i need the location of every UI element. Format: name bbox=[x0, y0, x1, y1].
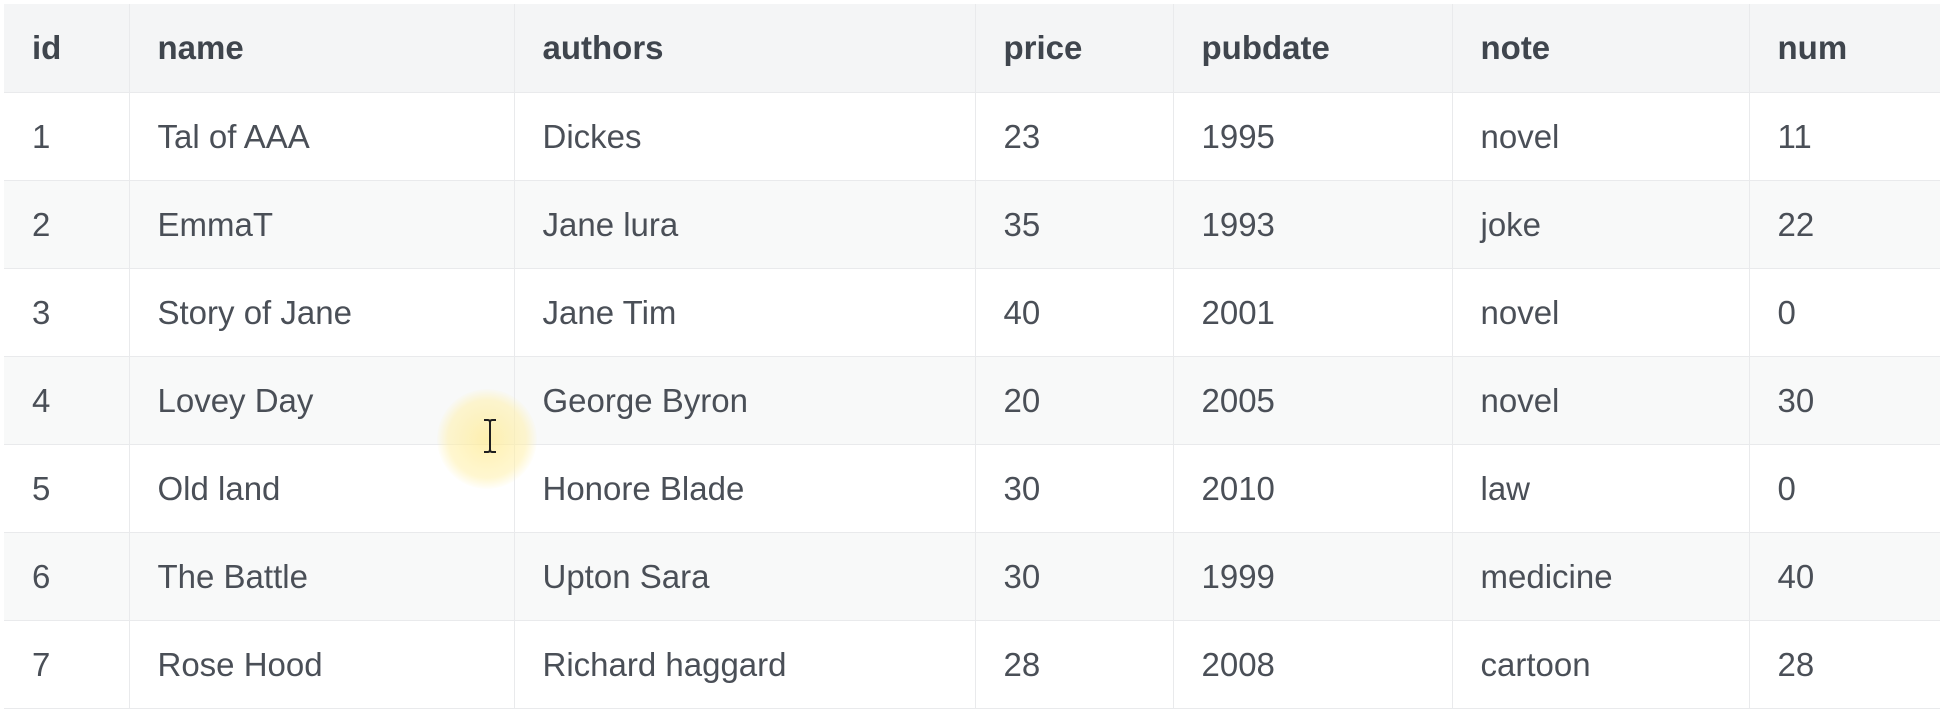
cell-price[interactable]: 30 bbox=[975, 444, 1174, 533]
cell-pubdate[interactable]: 1995 bbox=[1173, 92, 1453, 181]
table-row[interactable]: 3 Story of Jane Jane Tim 40 2001 novel 0 bbox=[4, 268, 1940, 357]
cell-pubdate[interactable]: 1999 bbox=[1173, 532, 1453, 621]
cell-price[interactable]: 30 bbox=[975, 532, 1174, 621]
cell-note[interactable]: novel bbox=[1452, 268, 1750, 357]
cell-price[interactable]: 28 bbox=[975, 620, 1174, 709]
cell-name[interactable]: Lovey Day bbox=[129, 356, 515, 445]
cell-num[interactable]: 30 bbox=[1749, 356, 1940, 445]
cell-note[interactable]: novel bbox=[1452, 92, 1750, 181]
cell-name[interactable]: Rose Hood bbox=[129, 620, 515, 709]
cell-authors[interactable]: Jane lura bbox=[514, 180, 976, 269]
table-row[interactable]: 2 EmmaT Jane lura 35 1993 joke 22 bbox=[4, 180, 1940, 269]
cell-authors[interactable]: George Byron bbox=[514, 356, 976, 445]
cell-name[interactable]: Story of Jane bbox=[129, 268, 515, 357]
table-row[interactable]: 7 Rose Hood Richard haggard 28 2008 cart… bbox=[4, 620, 1940, 709]
cell-num[interactable]: 28 bbox=[1749, 620, 1940, 709]
cell-price[interactable]: 23 bbox=[975, 92, 1174, 181]
cell-note[interactable]: cartoon bbox=[1452, 620, 1750, 709]
cell-name[interactable]: Old land bbox=[129, 444, 515, 533]
cell-note[interactable]: joke bbox=[1452, 180, 1750, 269]
table-row[interactable]: 6 The Battle Upton Sara 30 1999 medicine… bbox=[4, 532, 1940, 621]
cell-authors[interactable]: Jane Tim bbox=[514, 268, 976, 357]
column-header-name[interactable]: name bbox=[129, 4, 515, 93]
cell-id[interactable]: 5 bbox=[4, 444, 130, 533]
column-header-pubdate[interactable]: pubdate bbox=[1173, 4, 1453, 93]
column-header-note[interactable]: note bbox=[1452, 4, 1750, 93]
cell-id[interactable]: 2 bbox=[4, 180, 130, 269]
cell-pubdate[interactable]: 2008 bbox=[1173, 620, 1453, 709]
cell-name[interactable]: EmmaT bbox=[129, 180, 515, 269]
cell-name[interactable]: The Battle bbox=[129, 532, 515, 621]
cell-name[interactable]: Tal of AAA bbox=[129, 92, 515, 181]
cell-note[interactable]: law bbox=[1452, 444, 1750, 533]
column-header-price[interactable]: price bbox=[975, 4, 1174, 93]
table-header-row: id name authors price pubdate note num bbox=[4, 4, 1940, 93]
cell-num[interactable]: 0 bbox=[1749, 268, 1940, 357]
cell-authors[interactable]: Honore Blade bbox=[514, 444, 976, 533]
cell-authors[interactable]: Upton Sara bbox=[514, 532, 976, 621]
cell-authors[interactable]: Richard haggard bbox=[514, 620, 976, 709]
table-row[interactable]: 5 Old land Honore Blade 30 2010 law 0 bbox=[4, 444, 1940, 533]
column-header-num[interactable]: num bbox=[1749, 4, 1940, 93]
cell-note[interactable]: novel bbox=[1452, 356, 1750, 445]
cell-id[interactable]: 3 bbox=[4, 268, 130, 357]
table-row[interactable]: 1 Tal of AAA Dickes 23 1995 novel 11 bbox=[4, 92, 1940, 181]
column-header-id[interactable]: id bbox=[4, 4, 130, 93]
column-header-authors[interactable]: authors bbox=[514, 4, 976, 93]
cell-pubdate[interactable]: 2005 bbox=[1173, 356, 1453, 445]
cell-pubdate[interactable]: 1993 bbox=[1173, 180, 1453, 269]
cell-id[interactable]: 1 bbox=[4, 92, 130, 181]
cell-pubdate[interactable]: 2001 bbox=[1173, 268, 1453, 357]
cell-id[interactable]: 6 bbox=[4, 532, 130, 621]
cell-num[interactable]: 11 bbox=[1749, 92, 1940, 181]
cell-price[interactable]: 20 bbox=[975, 356, 1174, 445]
cell-num[interactable]: 40 bbox=[1749, 532, 1940, 621]
table-row[interactable]: 4 Lovey Day George Byron 20 2005 novel 3… bbox=[4, 356, 1940, 445]
cell-price[interactable]: 40 bbox=[975, 268, 1174, 357]
results-table: id name authors price pubdate note num 1… bbox=[4, 4, 1940, 709]
cell-id[interactable]: 7 bbox=[4, 620, 130, 709]
cell-id[interactable]: 4 bbox=[4, 356, 130, 445]
cell-num[interactable]: 0 bbox=[1749, 444, 1940, 533]
results-table-container: id name authors price pubdate note num 1… bbox=[4, 4, 1940, 709]
cell-price[interactable]: 35 bbox=[975, 180, 1174, 269]
cell-authors[interactable]: Dickes bbox=[514, 92, 976, 181]
cell-pubdate[interactable]: 2010 bbox=[1173, 444, 1453, 533]
cell-num[interactable]: 22 bbox=[1749, 180, 1940, 269]
cell-note[interactable]: medicine bbox=[1452, 532, 1750, 621]
